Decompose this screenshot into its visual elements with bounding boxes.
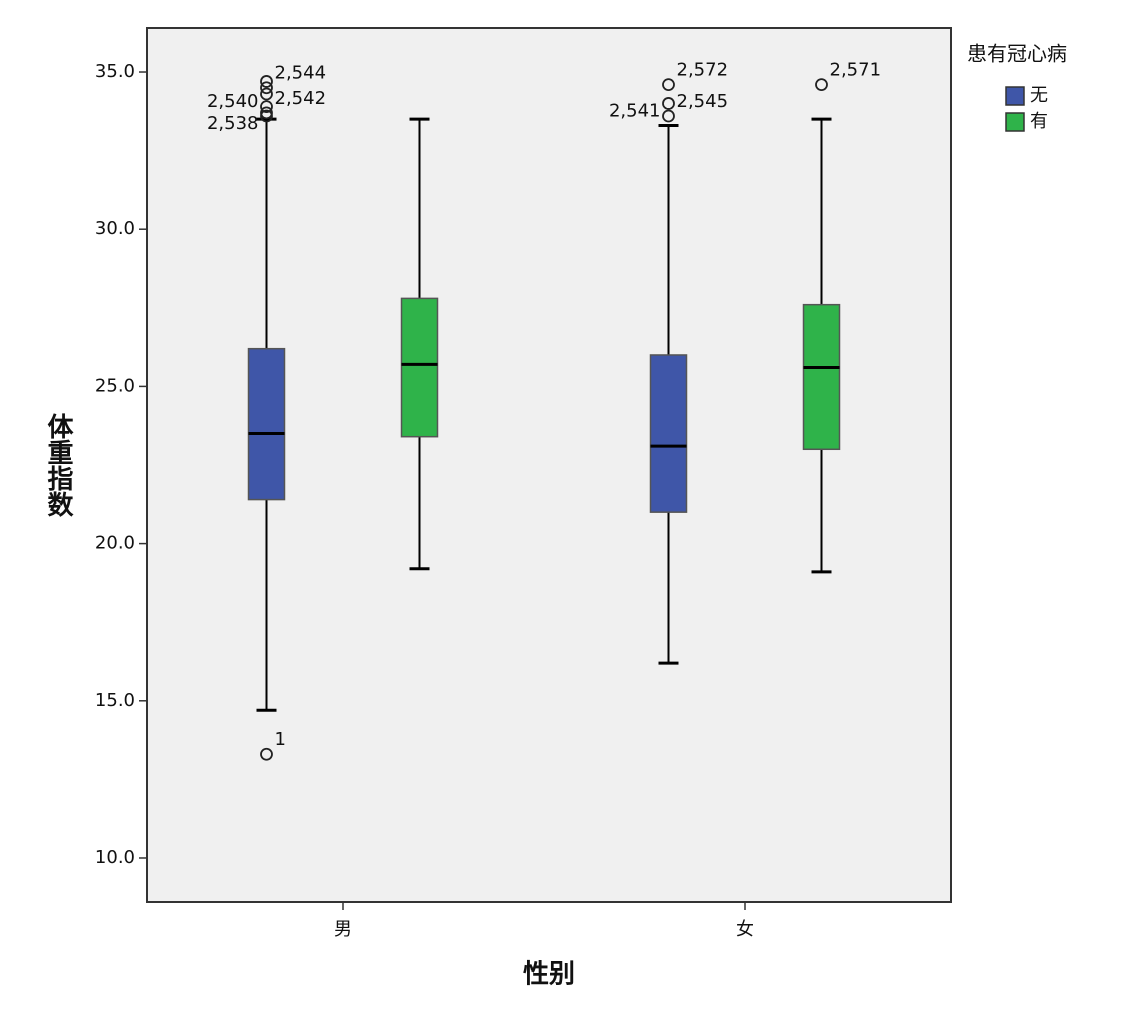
y-tick-label: 30.0 [95, 218, 135, 239]
x-tick-label: 女 [736, 919, 754, 940]
outlier-label: 2,542 [275, 88, 327, 109]
outlier [260, 747, 273, 761]
y-tick-label: 15.0 [95, 690, 135, 711]
x-axis-title: 性别 [523, 960, 575, 990]
box [802, 303, 841, 451]
legend-swatch [1005, 86, 1025, 106]
outlier [662, 109, 675, 123]
box [400, 297, 439, 438]
outlier [662, 97, 675, 110]
outlier-label: 2,541 [609, 100, 661, 121]
box [247, 347, 286, 501]
legend-title: 患有冠心病 [967, 42, 1067, 66]
outlier [260, 75, 273, 88]
y-tick-label: 20.0 [95, 533, 135, 554]
box [649, 354, 688, 513]
legend-swatch [1005, 112, 1025, 132]
y-tick-label: 35.0 [95, 61, 135, 82]
outlier [260, 81, 273, 95]
outlier-label: 2,540 [207, 91, 259, 112]
outlier [260, 109, 273, 123]
outlier-label: 2,571 [830, 60, 882, 81]
legend-label: 有 [1030, 111, 1048, 132]
y-tick-label: 25.0 [95, 375, 135, 396]
outlier-label: 2,538 [207, 113, 259, 134]
outlier [815, 78, 828, 91]
outlier [662, 78, 675, 91]
outlier-label: 2,545 [677, 91, 729, 112]
outlier-label: 1 [275, 729, 286, 750]
y-axis-title: 体重指数 [43, 413, 73, 518]
outlier-label: 2,572 [677, 60, 729, 81]
outlier [260, 100, 273, 113]
legend-label: 无 [1030, 85, 1048, 106]
x-tick-label: 男 [334, 919, 352, 940]
outlier-label: 2,544 [275, 63, 327, 84]
y-tick-label: 10.0 [95, 847, 135, 868]
outlier [260, 87, 273, 101]
